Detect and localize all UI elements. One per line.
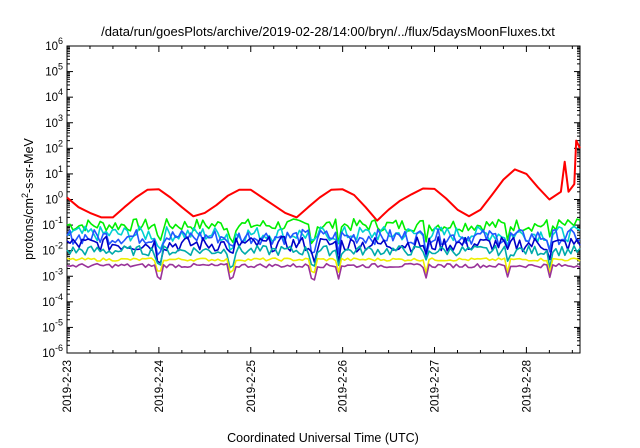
x-tick-label: 2019-2-23 xyxy=(62,360,74,412)
y-tick-label: 104 xyxy=(45,87,63,104)
series-line-7 xyxy=(66,257,581,274)
series-line-5 xyxy=(66,235,581,264)
y-tick-label: 102 xyxy=(45,138,63,155)
x-tick-label: 2019-2-27 xyxy=(430,360,442,412)
y-tick-label: 10-1 xyxy=(42,215,63,232)
y-axis-ticks: 106 105 104 103 102 101 100 10-1 10-2 10-3 10-4 10-… xyxy=(42,36,580,360)
y-axis-label: protons/cm2-s-sr-MeV xyxy=(20,137,36,259)
x-tick-label: 2019-2-26 xyxy=(338,360,350,412)
y-tick-label: 10-6 xyxy=(42,343,63,360)
series-line-8 xyxy=(66,262,581,281)
y-axis-label-superscript: 2 xyxy=(20,193,30,198)
y-tick-label: 10-2 xyxy=(42,241,63,258)
series-layer xyxy=(66,139,581,281)
y-tick-label: 10-5 xyxy=(42,317,63,334)
y-tick-label: 10-4 xyxy=(42,292,63,309)
x-tick-label: 2019-2-28 xyxy=(521,360,533,412)
x-axis-label: Coordinated Universal Time (UTC) xyxy=(227,431,419,445)
y-tick-label: 101 xyxy=(45,164,63,181)
x-tick-label: 2019-2-25 xyxy=(246,360,258,412)
chart-title: /data/run/goesPlots/archive/2019-02-28/1… xyxy=(101,24,555,39)
series-line-2 xyxy=(66,218,581,245)
series-line-1 xyxy=(66,139,581,222)
y-tick-label: 106 xyxy=(45,36,63,53)
y-tick-label: 103 xyxy=(45,113,63,130)
series-line-6 xyxy=(66,244,581,269)
series-line-4 xyxy=(66,228,581,258)
y-tick-label: 100 xyxy=(45,190,63,207)
x-tick-label: 2019-2-24 xyxy=(154,359,166,412)
x-axis-ticks: 2019-2-23 2019-2-24 2019-2-25 2019-2-26 2019… xyxy=(62,46,573,412)
y-tick-label: 105 xyxy=(45,62,63,79)
plot-frame xyxy=(66,45,581,354)
series-line-3 xyxy=(66,225,581,254)
y-tick-label: 10-3 xyxy=(42,266,63,283)
